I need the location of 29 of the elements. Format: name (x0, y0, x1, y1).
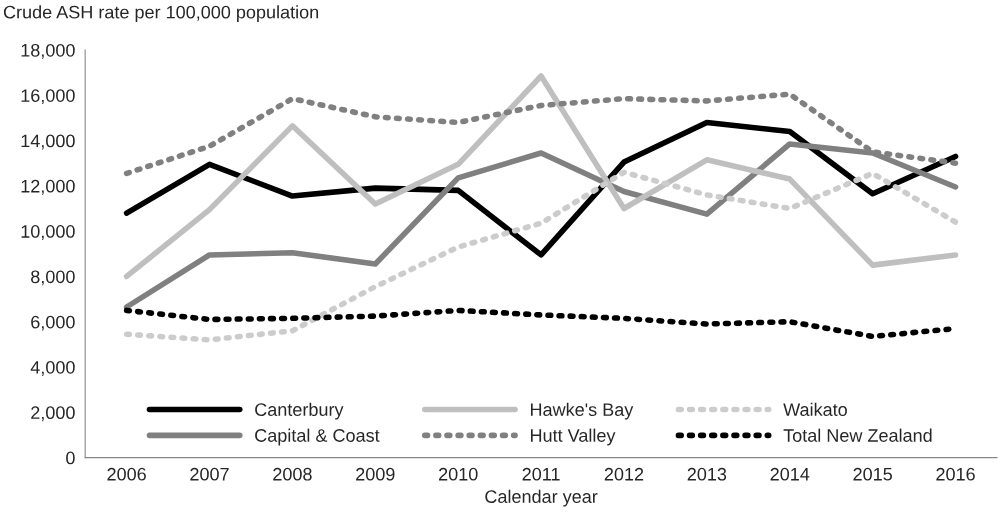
x-tick-label: 2009 (356, 467, 395, 481)
legend-label: Total New Zealand (783, 428, 932, 442)
x-tick-label: 2014 (770, 467, 810, 481)
x-tick-label: 2015 (853, 467, 892, 481)
x-tick-label: 2012 (604, 467, 644, 481)
x-tick-label: 2013 (687, 467, 727, 481)
y-tick-label: 18,000 (21, 43, 75, 59)
x-tick-label: 2006 (107, 467, 146, 481)
x-tick-label: 2016 (936, 467, 975, 481)
y-tick-label: 2,000 (31, 406, 75, 422)
x-tick-label: 2011 (522, 467, 560, 481)
y-tick-label: 14,000 (21, 134, 75, 150)
y-tick-label: 4,000 (30, 360, 75, 376)
x-tick-label: 2007 (190, 467, 229, 481)
y-tick-label: 6,000 (31, 315, 75, 331)
x-axis-title: Calendar year (485, 489, 598, 507)
legend-label: Hawke's Bay (530, 402, 634, 420)
legend-label: Waikato (783, 402, 847, 417)
y-tick-label: 16,000 (21, 89, 75, 105)
x-tick-label: 2008 (273, 467, 312, 481)
x-tick-label: 2010 (439, 467, 478, 481)
y-tick-label: 0 (66, 451, 75, 465)
y-tick-label: 12,000 (21, 179, 75, 195)
y-tick-label: 8,000 (31, 270, 75, 286)
legend-label: Capital & Coast (255, 428, 380, 446)
y-axis-title: Crude ASH rate per 100,000 population (3, 5, 319, 23)
y-tick-label: 10,000 (21, 225, 75, 240)
legend-label: Hutt Valley (530, 428, 616, 446)
legend-label: Canterbury (255, 402, 344, 420)
